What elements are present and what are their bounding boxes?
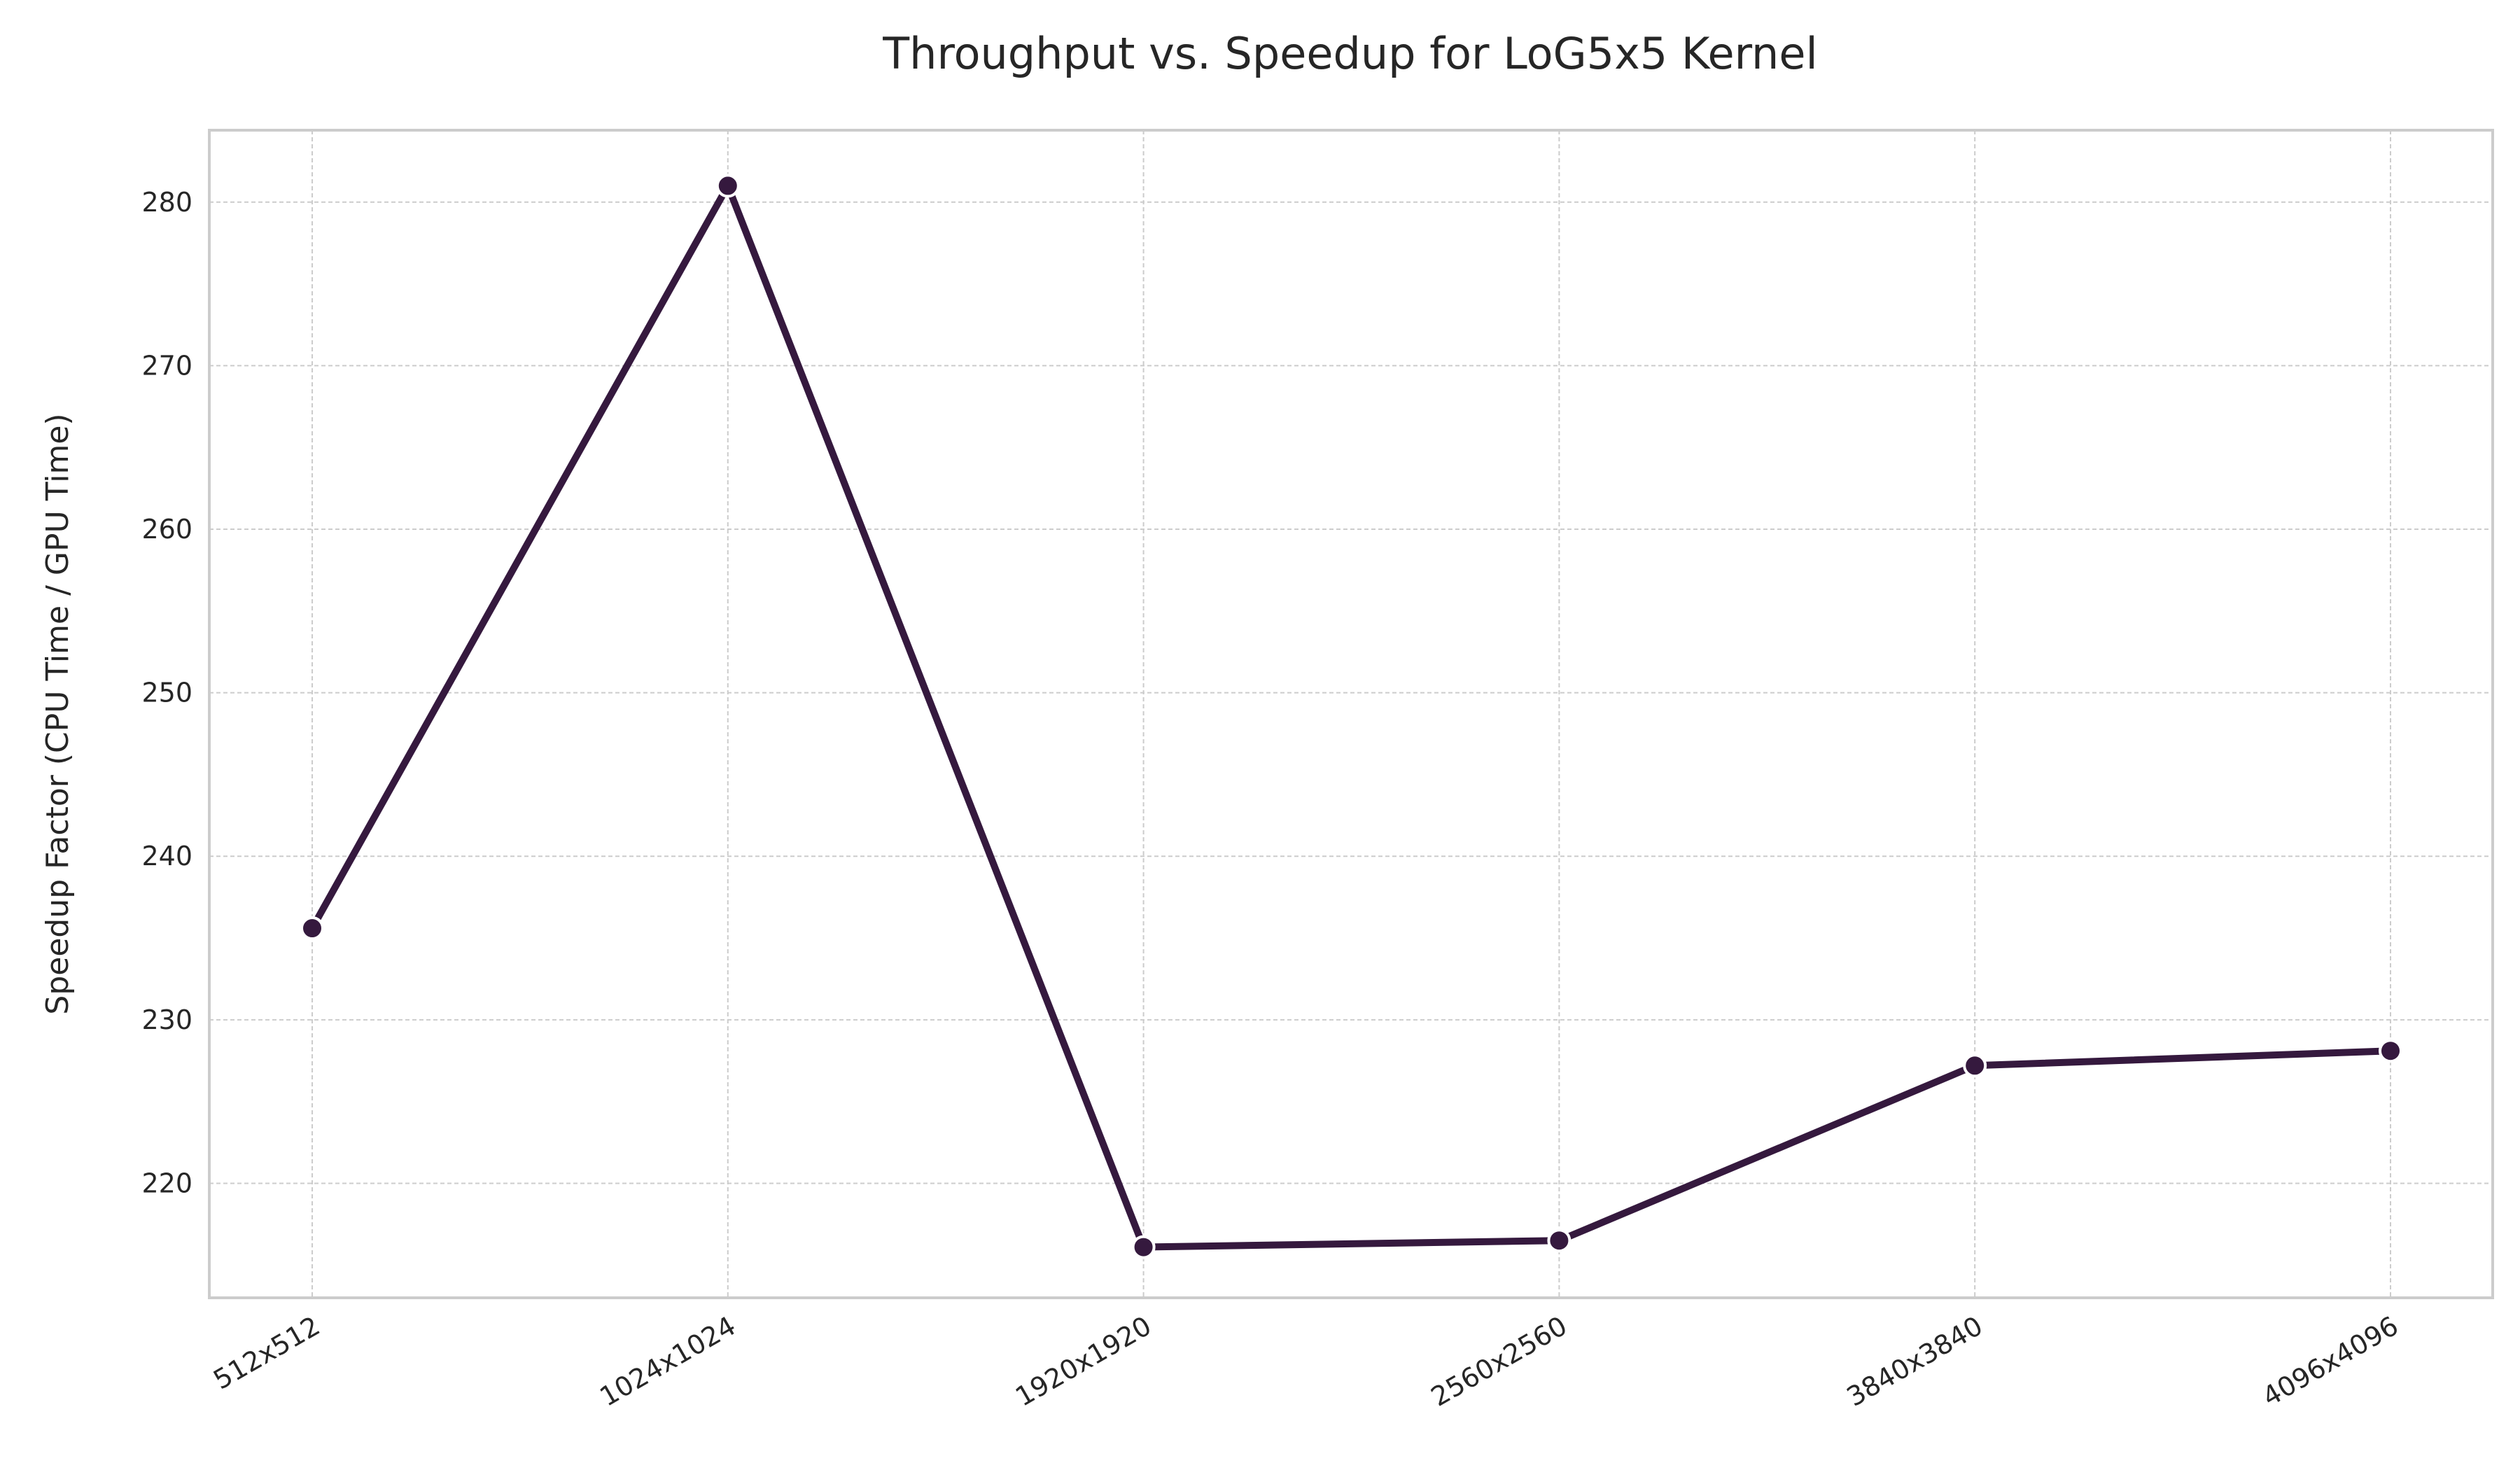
series-layer bbox=[300, 174, 2402, 1259]
series-line bbox=[309, 182, 2394, 1251]
data-point bbox=[715, 174, 740, 198]
y-tick-label: 240 bbox=[141, 841, 192, 872]
grid-layer bbox=[209, 130, 2493, 1298]
data-point bbox=[300, 916, 324, 941]
x-axis: 512x512 1024x1024 1920x1920 2560x2560 3840x3… bbox=[208, 1310, 2403, 1413]
x-tick-label: 512x512 bbox=[208, 1310, 325, 1396]
y-tick-label: 280 bbox=[141, 187, 192, 218]
data-point bbox=[2379, 1039, 2402, 1063]
y-tick-label: 260 bbox=[141, 514, 192, 545]
x-tick-label: 2560x2560 bbox=[1426, 1310, 1572, 1413]
y-tick-label: 270 bbox=[141, 350, 192, 381]
x-tick-label: 1920x1920 bbox=[1010, 1310, 1156, 1413]
y-axis: 220 230 240 250 260 270 280 bbox=[141, 187, 192, 1199]
x-tick-label: 3840x3840 bbox=[1842, 1310, 1988, 1413]
plot-frame bbox=[208, 129, 2494, 1299]
x-tick-label: 1024x1024 bbox=[594, 1310, 741, 1413]
y-axis-label: Speedup Factor (CPU Time / GPU Time) bbox=[40, 413, 76, 1014]
y-tick-label: 250 bbox=[141, 678, 192, 708]
data-point bbox=[1963, 1054, 1987, 1078]
chart-title: Throughput vs. Speedup for LoG5x5 Kernel bbox=[882, 28, 1817, 79]
y-tick-label: 220 bbox=[141, 1168, 192, 1198]
x-tick-label: 4096x4096 bbox=[2258, 1310, 2404, 1413]
y-tick-label: 230 bbox=[141, 1004, 192, 1035]
data-point bbox=[1547, 1228, 1572, 1253]
data-point bbox=[1131, 1235, 1156, 1259]
